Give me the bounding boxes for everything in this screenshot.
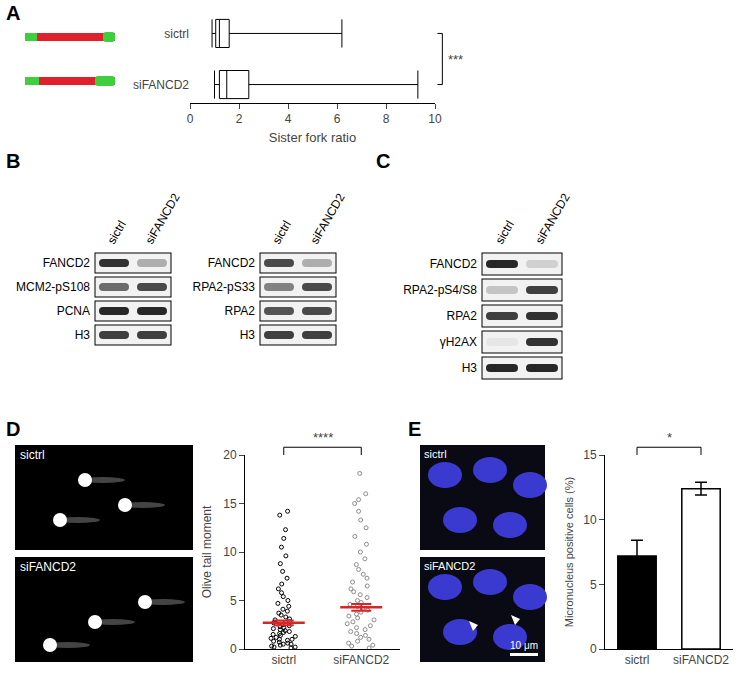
svg-text:siFANCD2: siFANCD2 (142, 191, 182, 247)
svg-text:sictrl: sictrl (424, 448, 447, 460)
svg-text:6: 6 (334, 112, 341, 126)
svg-text:γH2AX: γH2AX (440, 335, 477, 349)
svg-text:5: 5 (590, 578, 597, 592)
svg-text:2: 2 (236, 112, 243, 126)
svg-text:sictrl: sictrl (269, 218, 293, 246)
svg-text:Micronucleus positive cells (%: Micronucleus positive cells (%) (563, 477, 575, 627)
svg-text:RPA2-pS4/S8: RPA2-pS4/S8 (403, 283, 477, 297)
svg-text:15: 15 (583, 448, 597, 462)
svg-text:4: 4 (285, 112, 292, 126)
svg-text:PCNA: PCNA (57, 304, 90, 318)
svg-text:FANCD2: FANCD2 (208, 256, 256, 270)
svg-text:sictrl: sictrl (625, 653, 650, 667)
svg-text:10: 10 (223, 545, 237, 559)
svg-text:RPA2: RPA2 (447, 309, 478, 323)
svg-text:siFANCD2: siFANCD2 (20, 560, 76, 574)
svg-text:A: A (6, 2, 20, 24)
svg-text:RPA2-pS33: RPA2-pS33 (193, 280, 256, 294)
svg-text:8: 8 (383, 112, 390, 126)
svg-text:Sister fork ratio: Sister fork ratio (269, 130, 356, 145)
svg-text:siFANCD2: siFANCD2 (532, 191, 572, 247)
svg-text:***: *** (448, 52, 463, 67)
svg-text:FANCD2: FANCD2 (430, 257, 478, 271)
svg-text:10 μm: 10 μm (510, 640, 538, 651)
svg-text:RPA2: RPA2 (225, 304, 256, 318)
svg-text:0: 0 (187, 112, 194, 126)
svg-text:sictrl: sictrl (492, 218, 516, 246)
svg-text:B: B (6, 150, 20, 172)
svg-text:0: 0 (590, 642, 597, 656)
svg-text:H3: H3 (462, 361, 478, 375)
svg-text:10: 10 (428, 112, 442, 126)
svg-text:Olive tail moment: Olive tail moment (200, 505, 214, 598)
svg-text:0: 0 (230, 642, 237, 656)
svg-text:FANCD2: FANCD2 (43, 256, 91, 270)
svg-text:siFANCD2: siFANCD2 (424, 560, 475, 572)
svg-text:10: 10 (583, 513, 597, 527)
svg-text:D: D (6, 418, 20, 440)
svg-text:*: * (667, 430, 672, 445)
svg-text:E: E (408, 418, 421, 440)
svg-text:15: 15 (223, 497, 237, 511)
svg-text:H3: H3 (240, 328, 256, 342)
svg-text:C: C (376, 150, 390, 172)
svg-text:siFANCD2: siFANCD2 (673, 653, 729, 667)
svg-text:siFANCD2: siFANCD2 (307, 191, 347, 247)
svg-text:sictrl: sictrl (271, 653, 296, 667)
svg-text:MCM2-pS108: MCM2-pS108 (16, 280, 90, 294)
svg-text:5: 5 (230, 594, 237, 608)
svg-text:H3: H3 (75, 328, 91, 342)
svg-text:siFANCD2: siFANCD2 (133, 78, 189, 92)
svg-text:sictrl: sictrl (20, 448, 45, 462)
svg-text:siFANCD2: siFANCD2 (333, 653, 389, 667)
svg-text:20: 20 (223, 448, 237, 462)
svg-text:****: **** (313, 430, 333, 445)
svg-text:sictrl: sictrl (104, 218, 128, 246)
svg-text:sictrl: sictrl (164, 27, 189, 41)
